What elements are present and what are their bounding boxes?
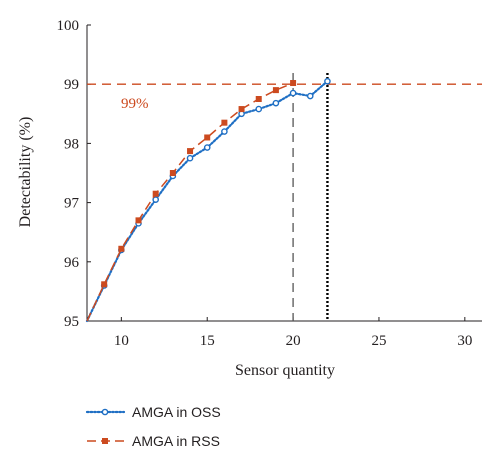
- data-point: [152, 190, 159, 197]
- legend-marker-oss: [101, 408, 109, 416]
- data-point: [255, 96, 262, 102]
- data-point: [152, 196, 159, 203]
- legend-marker-rss: [102, 438, 108, 444]
- data-point: [169, 170, 176, 176]
- series-layer: [85, 77, 331, 323]
- data-point: [324, 77, 331, 85]
- data-point: [290, 80, 297, 87]
- data-point: [306, 92, 314, 100]
- series-line: [85, 80, 329, 323]
- y-tick-label: 99: [64, 77, 79, 93]
- x-tick-label: 30: [457, 333, 472, 349]
- x-tick-label: 25: [371, 333, 386, 349]
- data-point: [221, 128, 228, 135]
- data-point: [255, 105, 263, 113]
- data-point: [186, 154, 194, 162]
- y-tick-label: 95: [64, 314, 79, 330]
- y-tick-label: 96: [64, 255, 80, 271]
- axes: [86, 24, 482, 322]
- y-tick-label: 100: [57, 18, 80, 34]
- tick-labels: 95 96 97 98 99 100 10 15 20 25 30: [57, 18, 473, 349]
- data-point: [135, 217, 142, 224]
- x-tick-label: 10: [114, 333, 129, 349]
- reference-lines: [87, 73, 482, 321]
- series-rss: [86, 80, 297, 322]
- legend-label-oss: AMGA in OSS: [132, 404, 221, 420]
- legend: AMGA in OSS AMGA in RSS: [85, 404, 221, 449]
- data-point: [238, 106, 245, 113]
- legend-label-rss: AMGA in RSS: [132, 433, 220, 449]
- x-axis-title: Sensor quantity: [235, 362, 335, 379]
- data-point: [187, 148, 194, 155]
- data-point: [272, 99, 280, 107]
- y-tick-label: 97: [64, 196, 80, 212]
- data-point: [101, 281, 108, 288]
- series-line: [86, 82, 294, 322]
- data-point: [272, 87, 279, 94]
- legend-item-oss: AMGA in OSS: [85, 404, 221, 420]
- legend-item-rss: AMGA in RSS: [87, 433, 220, 449]
- data-point: [289, 89, 297, 97]
- data-point: [118, 245, 125, 252]
- y-tick-label: 98: [64, 136, 79, 152]
- x-tick-label: 15: [200, 333, 215, 349]
- data-point: [203, 144, 211, 151]
- annotation-99-percent: 99%: [121, 96, 149, 112]
- series-oss: [85, 77, 331, 323]
- data-point: [204, 134, 211, 141]
- data-point: [221, 119, 228, 126]
- x-tick-label: 20: [286, 333, 301, 349]
- y-axis-title: Detectability (%): [17, 117, 34, 228]
